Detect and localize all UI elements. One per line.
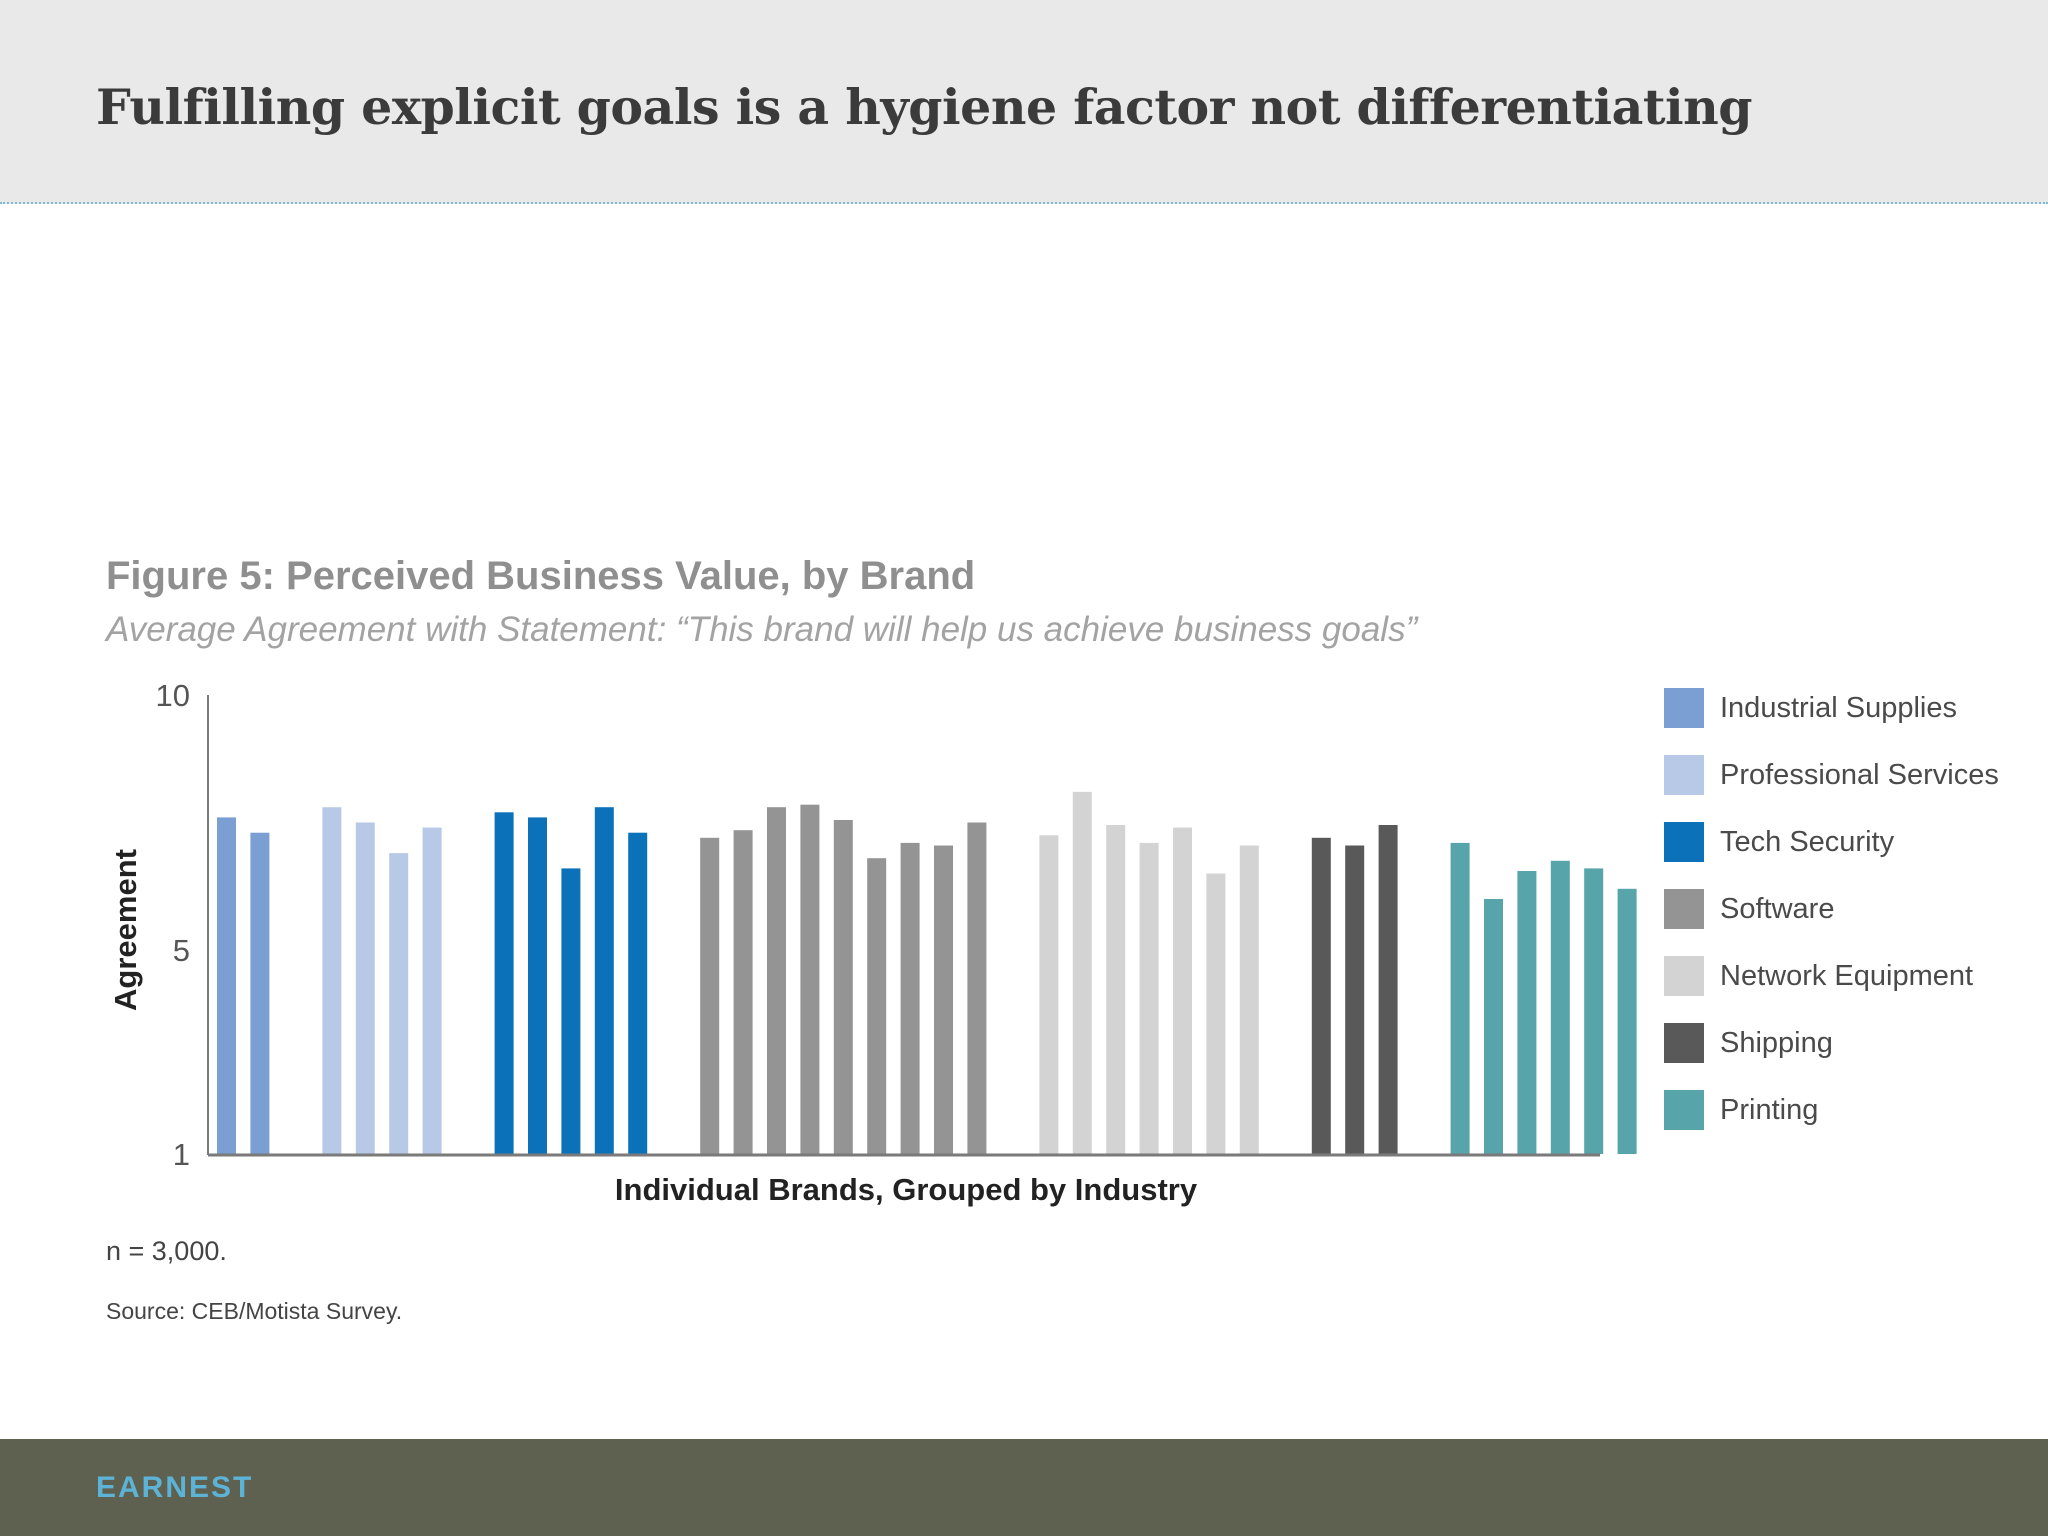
source-note: Source: CEB/Motista Survey. [106, 1298, 403, 1324]
figure-title: Figure 5: Perceived Business Value, by B… [106, 554, 976, 598]
bar-network-equipment-7 [1239, 845, 1259, 1154]
bar-network-equipment-1 [1039, 835, 1059, 1155]
bar-industrial-supplies-1 [217, 817, 236, 1154]
bar-printing-5 [1584, 868, 1604, 1154]
legend-item: Printing [1664, 1090, 2044, 1130]
bar-printing-6 [1617, 888, 1637, 1154]
bar-software-2 [733, 830, 753, 1154]
bar-professional-services-2 [355, 822, 375, 1154]
bar-industrial-supplies-2 [250, 832, 270, 1154]
bar-network-equipment-5 [1173, 827, 1192, 1154]
legend-label: Professional Services [1720, 759, 1999, 791]
legend-item: Professional Services [1664, 755, 2044, 795]
y-tick-label-1: 1 [173, 1137, 190, 1172]
legend-item: Software [1664, 889, 2044, 929]
legend-swatch [1664, 1023, 1704, 1063]
bar-software-5 [833, 820, 853, 1154]
figure-subtitle: Average Agreement with Statement: “This … [106, 610, 1418, 649]
legend-swatch [1664, 1090, 1704, 1130]
slide-footer: EARNEST [0, 1439, 2048, 1536]
y-axis-label: Agreement [108, 849, 143, 1011]
bar-network-equipment-3 [1106, 825, 1126, 1154]
legend-label: Software [1720, 893, 1835, 925]
sample-size-note: n = 3,000. [106, 1236, 227, 1266]
legend-item: Industrial Supplies [1664, 688, 2044, 728]
legend-label: Network Equipment [1720, 960, 1974, 992]
bar-software-9 [967, 822, 987, 1154]
earnest-logo: EARNEST [96, 1471, 254, 1504]
legend-swatch [1664, 822, 1704, 862]
bar-software-1 [700, 837, 720, 1154]
bar-software-4 [800, 804, 820, 1154]
slide-header: Fulfilling explicit goals is a hygiene f… [0, 0, 2048, 204]
bar-network-equipment-2 [1072, 791, 1092, 1154]
bar-software-8 [934, 845, 953, 1154]
bar-software-7 [900, 842, 920, 1154]
legend-swatch [1664, 755, 1704, 795]
y-tick-label-5: 5 [173, 933, 190, 968]
bar-shipping-1 [1311, 837, 1331, 1154]
y-tick-label-10: 10 [156, 678, 190, 713]
legend-label: Printing [1720, 1094, 1819, 1126]
legend-swatch [1664, 956, 1704, 996]
bar-network-equipment-4 [1139, 842, 1159, 1154]
bar-shipping-3 [1378, 825, 1398, 1154]
bar-software-6 [867, 858, 887, 1154]
bar-tech-security-5 [628, 832, 648, 1154]
bar-shipping-2 [1345, 845, 1365, 1154]
legend-label: Tech Security [1720, 826, 1895, 858]
bar-printing-3 [1517, 871, 1537, 1154]
legend-swatch [1664, 688, 1704, 728]
bar-professional-services-1 [322, 807, 342, 1154]
legend-swatch [1664, 889, 1704, 929]
bar-printing-2 [1484, 899, 1503, 1154]
legend-item: Network Equipment [1664, 956, 2044, 996]
legend-label: Industrial Supplies [1720, 692, 1957, 724]
slide-title: Fulfilling explicit goals is a hygiene f… [96, 78, 1753, 136]
bar-professional-services-3 [389, 853, 409, 1154]
bar-software-3 [767, 807, 786, 1154]
legend-label: Shipping [1720, 1027, 1833, 1059]
legend-item: Tech Security [1664, 822, 2044, 862]
bar-printing-4 [1550, 860, 1570, 1155]
x-axis-label: Individual Brands, Grouped by Industry [615, 1172, 1198, 1207]
bar-professional-services-4 [422, 827, 442, 1154]
bar-tech-security-1 [494, 812, 514, 1154]
bar-tech-security-2 [528, 817, 547, 1154]
legend-item: Shipping [1664, 1023, 2044, 1063]
bar-network-equipment-6 [1206, 873, 1226, 1154]
bar-tech-security-3 [561, 868, 581, 1154]
bar-printing-1 [1450, 842, 1470, 1154]
bar-tech-security-4 [594, 807, 614, 1154]
